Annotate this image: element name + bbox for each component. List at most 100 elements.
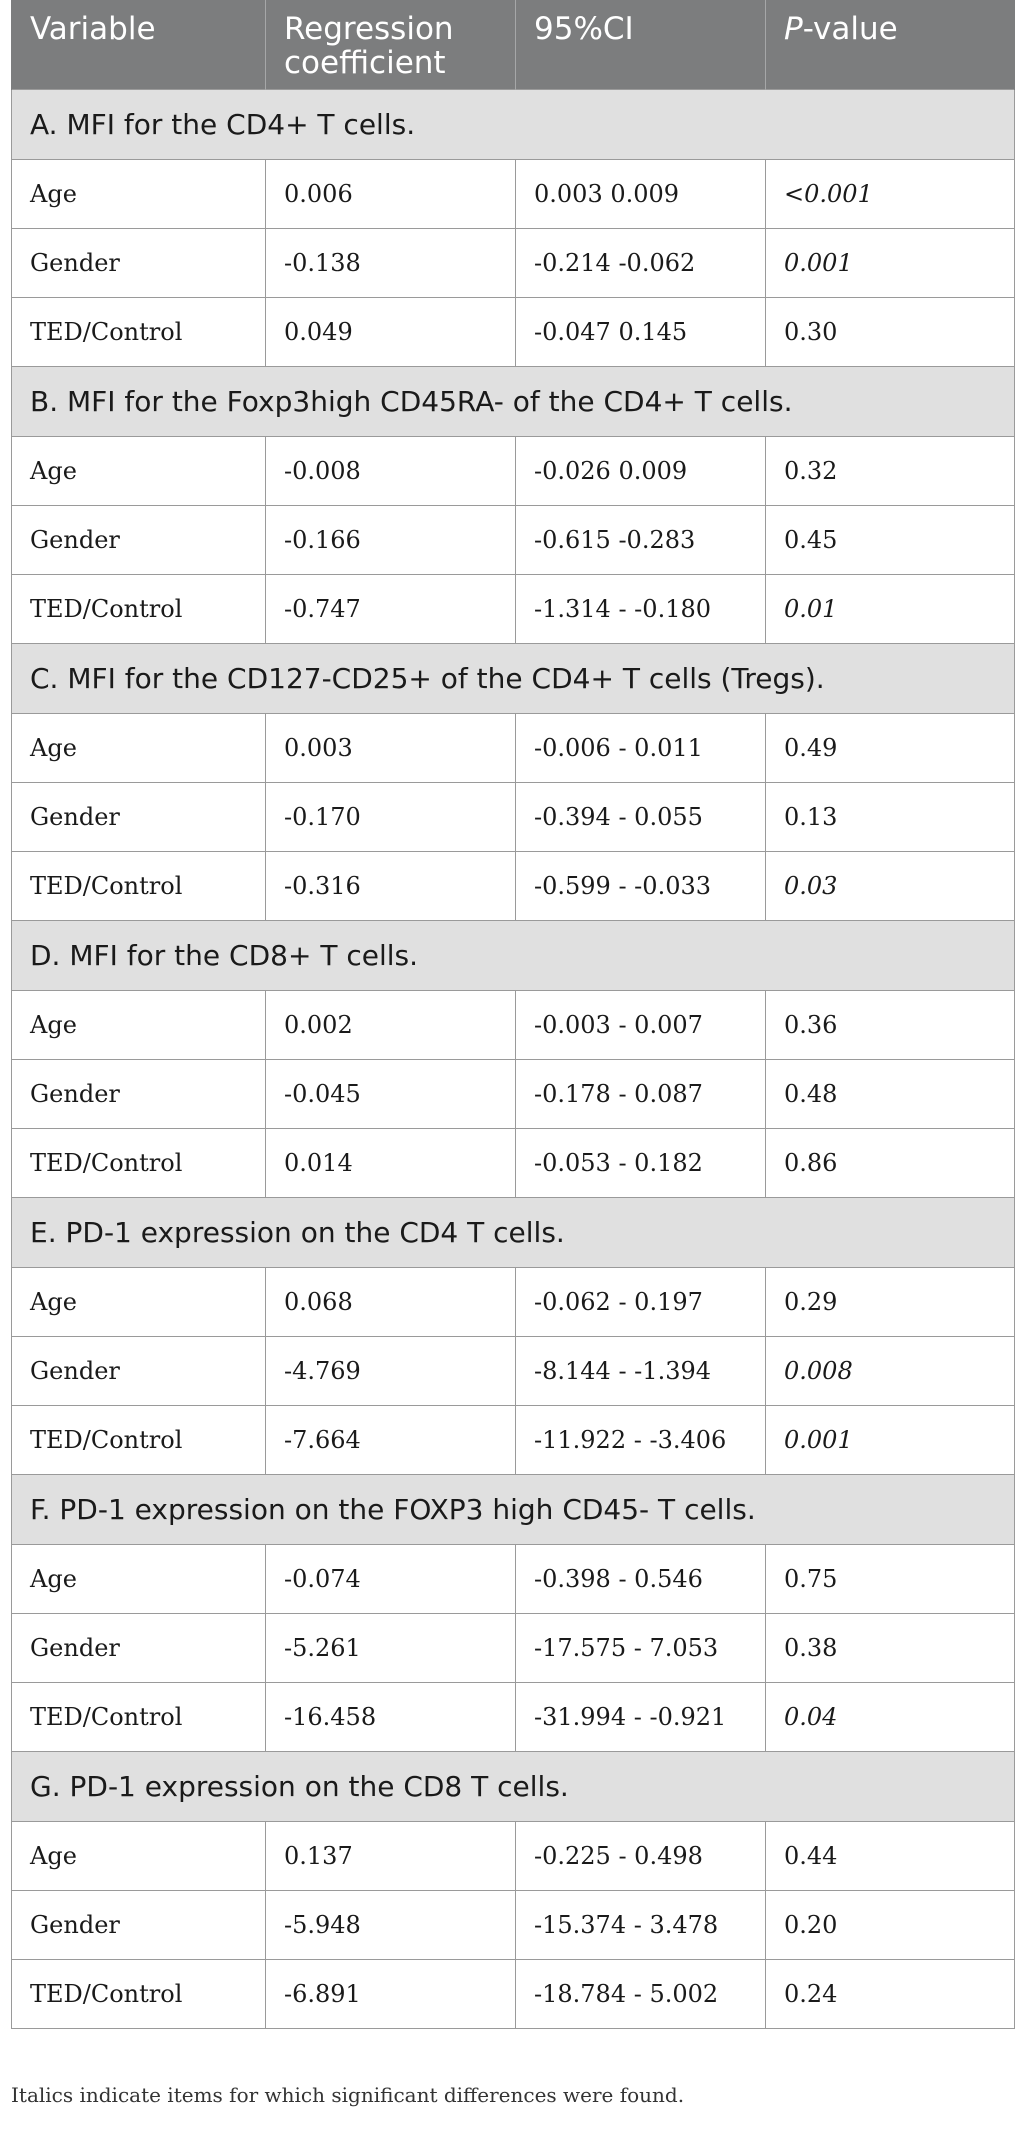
- header-p-italic: P: [784, 11, 803, 47]
- p-value-cell: 0.36: [765, 989, 1015, 1060]
- ci-cell: -0.214 -0.062: [515, 227, 766, 298]
- table-row: Age 0.006 0.003 0.009 <0.001: [11, 158, 1015, 229]
- section-title: E. PD-1 expression on the CD4 T cells.: [11, 1196, 1015, 1268]
- p-value-cell: 0.86: [765, 1127, 1015, 1198]
- coefficient-cell: -0.170: [265, 781, 516, 852]
- variable-cell: TED/Control: [11, 573, 266, 644]
- header-95ci: 95%CI: [515, 0, 766, 89]
- ci-cell: -0.047 0.145: [515, 296, 766, 367]
- variable-cell: Age: [11, 1820, 266, 1891]
- ci-cell: -0.225 - 0.498: [515, 1820, 766, 1891]
- section-title: A. MFI for the CD4+ T cells.: [11, 88, 1015, 160]
- coefficient-cell: -0.045: [265, 1058, 516, 1129]
- table-row: Gender -0.138 -0.214 -0.062 0.001: [11, 227, 1015, 298]
- table-row: Age 0.068 -0.062 - 0.197 0.29: [11, 1266, 1015, 1337]
- variable-cell: TED/Control: [11, 1127, 266, 1198]
- variable-cell: Age: [11, 712, 266, 783]
- coefficient-cell: -5.261: [265, 1612, 516, 1683]
- coefficient-cell: -0.166: [265, 504, 516, 575]
- coefficient-cell: 0.003: [265, 712, 516, 783]
- section-row: G. PD-1 expression on the CD8 T cells.: [11, 1750, 1015, 1822]
- p-value-cell: 0.44: [765, 1820, 1015, 1891]
- table-row: TED/Control 0.049 -0.047 0.145 0.30: [11, 296, 1015, 367]
- p-value-cell: 0.48: [765, 1058, 1015, 1129]
- section-title: D. MFI for the CD8+ T cells.: [11, 919, 1015, 991]
- table-row: Age -0.008 -0.026 0.009 0.32: [11, 435, 1015, 506]
- coefficient-cell: -5.948: [265, 1889, 516, 1960]
- coefficient-cell: -0.747: [265, 573, 516, 644]
- variable-cell: TED/Control: [11, 1681, 266, 1752]
- ci-cell: -0.062 - 0.197: [515, 1266, 766, 1337]
- ci-cell: -0.599 - -0.033: [515, 850, 766, 921]
- ci-cell: -18.784 - 5.002: [515, 1958, 766, 2029]
- p-value-cell: 0.24: [765, 1958, 1015, 2029]
- variable-cell: Gender: [11, 1058, 266, 1129]
- header-row: Variable Regression coefficient 95%CI P-…: [11, 0, 1015, 89]
- ci-cell: -0.003 - 0.007: [515, 989, 766, 1060]
- section-title: B. MFI for the Foxp3high CD45RA- of the …: [11, 365, 1015, 437]
- variable-cell: Gender: [11, 781, 266, 852]
- coefficient-cell: -16.458: [265, 1681, 516, 1752]
- p-value-cell: 0.03: [765, 850, 1015, 921]
- variable-cell: TED/Control: [11, 850, 266, 921]
- variable-cell: TED/Control: [11, 296, 266, 367]
- coefficient-cell: -4.769: [265, 1335, 516, 1406]
- table-row: TED/Control -0.747 -1.314 - -0.180 0.01: [11, 573, 1015, 644]
- header-regression-coefficient: Regression coefficient: [265, 0, 516, 89]
- variable-cell: Gender: [11, 1335, 266, 1406]
- p-value-cell: 0.29: [765, 1266, 1015, 1337]
- table-footnote: Italics indicate items for which signifi…: [11, 2083, 685, 2107]
- variable-cell: Age: [11, 1266, 266, 1337]
- coefficient-cell: -7.664: [265, 1404, 516, 1475]
- p-value-cell: 0.38: [765, 1612, 1015, 1683]
- ci-cell: -17.575 - 7.053: [515, 1612, 766, 1683]
- ci-cell: -31.994 - -0.921: [515, 1681, 766, 1752]
- p-value-cell: 0.01: [765, 573, 1015, 644]
- coefficient-cell: 0.137: [265, 1820, 516, 1891]
- coefficient-cell: -0.008: [265, 435, 516, 506]
- coefficient-cell: -0.138: [265, 227, 516, 298]
- table-row: TED/Control -0.316 -0.599 - -0.033 0.03: [11, 850, 1015, 921]
- section-title: G. PD-1 expression on the CD8 T cells.: [11, 1750, 1015, 1822]
- table-row: TED/Control -16.458 -31.994 - -0.921 0.04: [11, 1681, 1015, 1752]
- table-row: Gender -0.170 -0.394 - 0.055 0.13: [11, 781, 1015, 852]
- variable-cell: TED/Control: [11, 1958, 266, 2029]
- p-value-cell: 0.20: [765, 1889, 1015, 1960]
- header-p-value: P-value: [765, 0, 1015, 89]
- p-value-cell: 0.001: [765, 1404, 1015, 1475]
- coefficient-cell: 0.002: [265, 989, 516, 1060]
- section-row: F. PD-1 expression on the FOXP3 high CD4…: [11, 1473, 1015, 1545]
- table-row: Age 0.002 -0.003 - 0.007 0.36: [11, 989, 1015, 1060]
- p-value-cell: 0.13: [765, 781, 1015, 852]
- table-row: TED/Control -7.664 -11.922 - -3.406 0.001: [11, 1404, 1015, 1475]
- header-p-rest: -value: [802, 11, 898, 47]
- table-row: Gender -4.769 -8.144 - -1.394 0.008: [11, 1335, 1015, 1406]
- coefficient-cell: 0.049: [265, 296, 516, 367]
- table-row: Age 0.137 -0.225 - 0.498 0.44: [11, 1820, 1015, 1891]
- ci-cell: -0.394 - 0.055: [515, 781, 766, 852]
- ci-cell: -11.922 - -3.406: [515, 1404, 766, 1475]
- variable-cell: Gender: [11, 227, 266, 298]
- ci-cell: -0.178 - 0.087: [515, 1058, 766, 1129]
- variable-cell: TED/Control: [11, 1404, 266, 1475]
- table-row: TED/Control -6.891 -18.784 - 5.002 0.24: [11, 1958, 1015, 2029]
- variable-cell: Gender: [11, 504, 266, 575]
- coefficient-cell: -0.316: [265, 850, 516, 921]
- p-value-cell: 0.30: [765, 296, 1015, 367]
- ci-cell: -0.615 -0.283: [515, 504, 766, 575]
- regression-table: Variable Regression coefficient 95%CI P-…: [11, 0, 1015, 2029]
- section-title: F. PD-1 expression on the FOXP3 high CD4…: [11, 1473, 1015, 1545]
- coefficient-cell: -0.074: [265, 1543, 516, 1614]
- ci-cell: 0.003 0.009: [515, 158, 766, 229]
- p-value-cell: 0.45: [765, 504, 1015, 575]
- ci-cell: -0.053 - 0.182: [515, 1127, 766, 1198]
- variable-cell: Age: [11, 989, 266, 1060]
- coefficient-cell: 0.006: [265, 158, 516, 229]
- section-row: C. MFI for the CD127-CD25+ of the CD4+ T…: [11, 642, 1015, 714]
- p-value-cell: 0.008: [765, 1335, 1015, 1406]
- header-variable: Variable: [11, 0, 266, 89]
- ci-cell: -8.144 - -1.394: [515, 1335, 766, 1406]
- table-row: Gender -0.045 -0.178 - 0.087 0.48: [11, 1058, 1015, 1129]
- p-value-cell: 0.04: [765, 1681, 1015, 1752]
- table-row: Age -0.074 -0.398 - 0.546 0.75: [11, 1543, 1015, 1614]
